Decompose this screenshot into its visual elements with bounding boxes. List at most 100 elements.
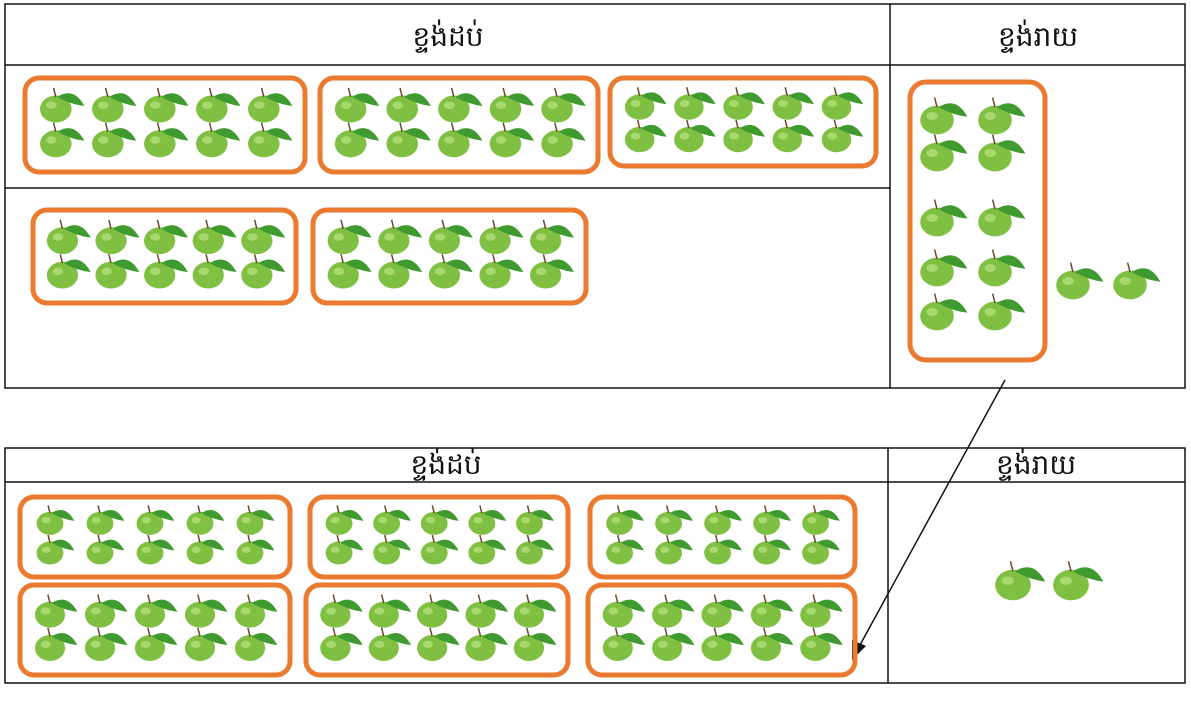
apple-shine (926, 264, 938, 272)
apple-stem (47, 505, 51, 514)
apple-body (1053, 569, 1089, 601)
apple-shine (471, 607, 482, 615)
apple (1056, 262, 1104, 300)
apple (465, 627, 508, 661)
apple-shine (709, 517, 719, 524)
apple-stem (104, 87, 109, 98)
apple (368, 627, 412, 661)
apple-leaf (739, 92, 765, 105)
apple-stem (336, 505, 340, 514)
apple-stem (991, 199, 996, 210)
apple-stem (247, 627, 251, 637)
apple (530, 254, 574, 289)
apple-leaf (344, 259, 372, 273)
apple (1053, 561, 1104, 601)
apple-shine (98, 101, 109, 110)
apple-stem (147, 505, 151, 514)
apple-leaf (496, 259, 524, 273)
apple-body (248, 95, 280, 123)
apple-leaf (496, 225, 524, 238)
apple-body (920, 257, 954, 287)
apple-body (479, 227, 511, 255)
apple-shine (806, 640, 817, 649)
group-box (310, 207, 589, 306)
apple-leaf (996, 205, 1026, 219)
apple-shine (141, 517, 151, 524)
apple-stem (554, 122, 558, 132)
apple (95, 219, 140, 255)
apple-stem (156, 87, 161, 98)
apple-leaf (455, 93, 483, 107)
apple-body (236, 541, 264, 565)
apple (652, 594, 695, 628)
apple-shine (46, 136, 57, 144)
apple-stem (431, 505, 435, 514)
apple (772, 87, 815, 120)
apple (704, 505, 742, 535)
apple-shine (984, 149, 996, 157)
apple-stem (197, 627, 201, 637)
apple-body (800, 601, 831, 628)
apple-body (327, 261, 359, 289)
apple-leaf (51, 632, 78, 646)
apple-leaf (996, 255, 1026, 269)
apple-stem (332, 594, 337, 604)
apple-body (655, 511, 683, 535)
apple-stem (664, 594, 668, 604)
apple-body (530, 227, 562, 255)
group-box (307, 494, 571, 580)
apple-shine (758, 546, 768, 553)
apple-stem (390, 219, 395, 229)
apple-shine (378, 546, 388, 553)
apple-body (723, 126, 753, 153)
apple-leaf (619, 599, 646, 612)
header-ones: ខ្ទង់រាយ (998, 19, 1078, 53)
apple-shine (535, 233, 547, 241)
apple-shine (101, 267, 112, 276)
apple-body (84, 635, 116, 661)
arrow (852, 379, 1006, 660)
apple-body (46, 261, 79, 289)
apple-shine (657, 607, 668, 615)
apple-body (978, 207, 1012, 237)
apple-stem (253, 219, 258, 229)
apple-stem (208, 122, 213, 132)
apple-body (920, 207, 954, 237)
apple-body (465, 601, 496, 628)
apple-stem (399, 87, 403, 98)
apple-stem (526, 534, 531, 543)
apple (920, 134, 968, 172)
apple-stem (833, 87, 838, 96)
apple-body (652, 635, 683, 661)
apple-shine (46, 101, 57, 110)
apple-body (134, 635, 166, 661)
apple (320, 594, 363, 628)
apple-shine (807, 517, 817, 524)
apple-stem (52, 122, 57, 132)
apple-shine (434, 267, 446, 276)
apple (378, 219, 423, 255)
apple (192, 219, 237, 255)
apple-stem (526, 627, 530, 637)
apple (241, 254, 286, 289)
apple-body (655, 541, 683, 565)
apple-body (325, 541, 353, 565)
apple-shine (473, 517, 483, 524)
apple-body (40, 130, 72, 158)
apple-shine (333, 267, 344, 276)
apple-stem (336, 534, 340, 543)
apple-leaf (767, 510, 791, 521)
apple-stem (714, 534, 719, 543)
apple (420, 505, 459, 535)
apple (723, 87, 765, 120)
apple-leaf (201, 632, 228, 646)
apple-leaf (112, 225, 140, 238)
apple-stem (477, 627, 482, 637)
apple-stem (479, 505, 483, 514)
apple (144, 87, 189, 123)
apple-leaf (938, 205, 968, 219)
apple (196, 87, 241, 123)
apple-stem (542, 254, 547, 264)
apple (468, 505, 507, 535)
apple-leaf (265, 128, 293, 141)
